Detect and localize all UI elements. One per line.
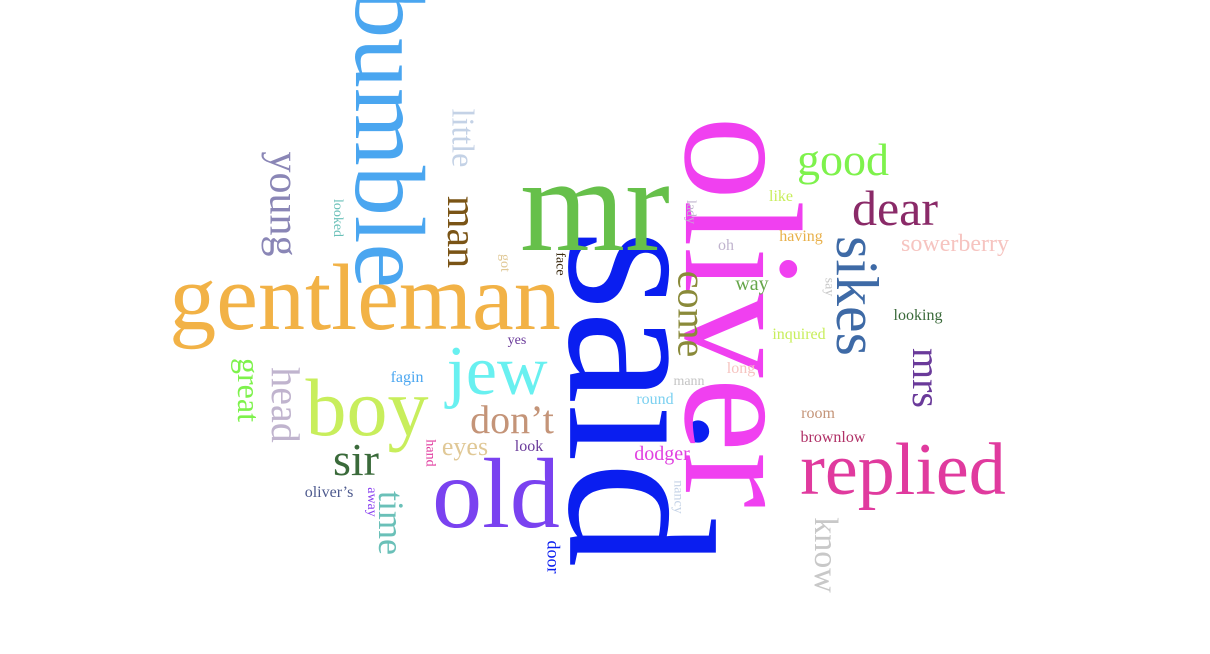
word-know: know — [807, 517, 844, 593]
word-mrs: mrs — [904, 348, 949, 408]
word-way: way — [735, 273, 769, 295]
word-old: old — [432, 438, 560, 549]
word-having: having — [779, 228, 823, 245]
word-sir: sir — [333, 434, 379, 485]
word-mann: mann — [673, 374, 705, 389]
word-look: look — [514, 438, 544, 455]
word-fagin: fagin — [390, 369, 424, 386]
word-hand: hand — [423, 439, 438, 467]
word-like: like — [769, 188, 793, 205]
word-looking: looking — [893, 307, 943, 324]
word-got: got — [496, 254, 512, 272]
word-gentleman: gentleman — [169, 246, 561, 350]
word-replied: replied — [800, 429, 1006, 511]
word-away: away — [363, 487, 379, 517]
word-brownlow: brownlow — [800, 429, 866, 446]
word-dear: dear — [851, 180, 939, 236]
word-head: head — [262, 367, 308, 443]
word-olivers: oliver’s — [304, 484, 354, 501]
word-looked: looked — [329, 198, 345, 238]
word-bumble: bumble — [333, 0, 445, 288]
word-nancy: nancy — [671, 480, 686, 514]
word-yes: yes — [507, 333, 527, 348]
word-young: young — [260, 151, 306, 257]
word-come: come — [669, 270, 714, 358]
word-inquired: inquired — [772, 326, 826, 343]
word-long: long — [726, 360, 756, 377]
word-door: door — [543, 540, 563, 574]
word-good: good — [797, 134, 889, 185]
word-sowerberry: sowerberry — [901, 231, 1009, 257]
word-eyes: eyes — [441, 432, 489, 461]
word-oh: oh — [718, 237, 734, 254]
word-dodger: dodger — [634, 443, 690, 465]
word-round: round — [636, 391, 674, 408]
word-dont: don’t — [470, 397, 554, 442]
word-room: room — [801, 405, 835, 422]
word-little: little — [445, 108, 481, 168]
word-man: man — [438, 195, 484, 269]
word-say: say — [820, 277, 836, 297]
word-mr: mr — [520, 130, 670, 280]
word-lady: lady — [682, 199, 698, 225]
word-jew: jew — [446, 333, 548, 410]
word-face: face — [553, 252, 568, 276]
word-boy: boy — [305, 362, 429, 453]
word-great: great — [230, 358, 267, 422]
